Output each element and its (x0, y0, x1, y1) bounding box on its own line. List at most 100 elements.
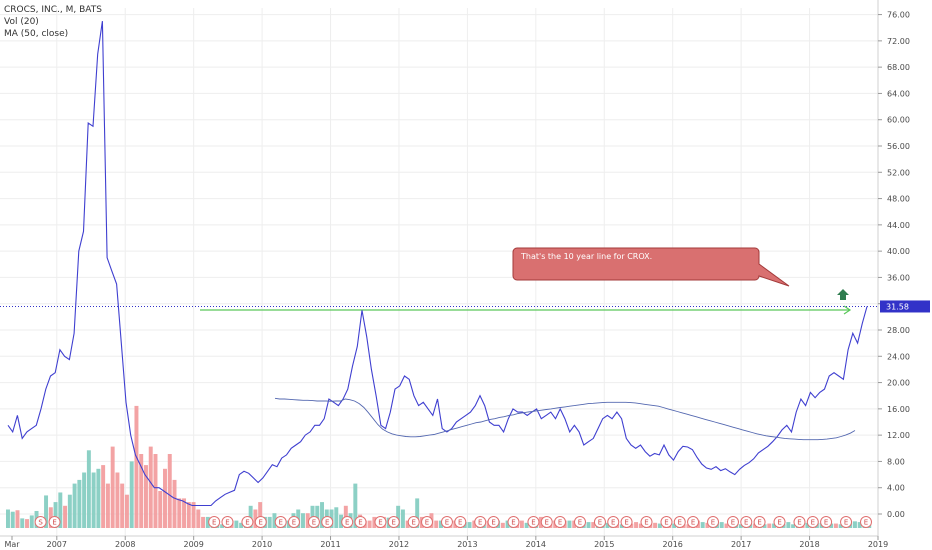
legend-symbol[interactable]: CROCS, INC., M, BATS (4, 5, 102, 15)
annotation-callout[interactable]: That's the 10 year line for CROX. (512, 247, 790, 287)
marker-label: E (844, 519, 848, 527)
earnings-marker[interactable]: E (527, 516, 540, 528)
volume-bar (77, 479, 82, 528)
earnings-marker[interactable]: E (307, 516, 320, 528)
volume-bar (686, 524, 691, 528)
earnings-marker[interactable]: E (707, 516, 720, 528)
y-tick-label: 76.00 (887, 11, 910, 20)
earnings-marker[interactable]: E (740, 516, 753, 528)
earnings-marker[interactable]: E (840, 516, 853, 528)
marker-label: E (691, 519, 695, 527)
earnings-marker[interactable]: E (421, 516, 434, 528)
marker-label: E (358, 519, 362, 527)
x-tick-label: 2008 (115, 540, 135, 549)
volume-bar (852, 521, 857, 528)
volume-bar (101, 465, 106, 528)
y-tick-label: 20.00 (887, 379, 910, 388)
earnings-marker[interactable]: E (806, 516, 819, 528)
volume-bar (148, 446, 153, 528)
earnings-marker[interactable]: E (440, 516, 453, 528)
volume-bar (372, 516, 377, 528)
volume-bar (339, 514, 344, 528)
earnings-marker[interactable]: E (593, 516, 606, 528)
marker-label: E (777, 519, 781, 527)
earnings-marker[interactable]: E (573, 516, 586, 528)
marker-label: E (511, 519, 515, 527)
marker-label: E (757, 519, 761, 527)
earnings-marker[interactable]: E (554, 516, 567, 528)
x-tick-label: 2011 (320, 540, 340, 549)
volume-bar (158, 491, 163, 528)
earnings-marker[interactable]: E (773, 516, 786, 528)
marker-label: E (325, 519, 329, 527)
marker-label: E (558, 519, 562, 527)
marker-label: E (312, 519, 316, 527)
earnings-marker[interactable]: E (860, 516, 872, 528)
earnings-marker[interactable]: E (208, 516, 221, 528)
volume-bar (434, 520, 439, 528)
volume-bar (191, 502, 196, 528)
earnings-marker[interactable]: E (454, 516, 467, 528)
chart-grid (0, 8, 879, 536)
earnings-marker[interactable]: E (48, 516, 61, 528)
volume-bar (82, 472, 87, 528)
marker-label: E (624, 519, 628, 527)
volume-bar (567, 520, 572, 528)
earnings-marker[interactable]: E (487, 516, 500, 528)
earnings-marker[interactable]: E (274, 516, 287, 528)
marker-label: E (259, 519, 263, 527)
volume-bar (605, 522, 610, 528)
volume-bar (829, 523, 834, 528)
earnings-marker[interactable]: E (660, 516, 673, 528)
volume-bar (619, 524, 624, 528)
earnings-marker[interactable]: E (640, 516, 653, 528)
x-tick-label: Mar (4, 540, 20, 549)
marker-label: E (425, 519, 429, 527)
volume-bar (415, 498, 420, 528)
volume-bar (315, 505, 320, 528)
earnings-marker[interactable]: E (793, 516, 806, 528)
y-tick-label: 68.00 (887, 63, 910, 72)
earnings-marker[interactable]: E (507, 516, 520, 528)
legend-ma[interactable]: MA (50, close) (4, 29, 69, 39)
volume-bar (153, 454, 158, 528)
earnings-marker[interactable]: E (341, 516, 354, 528)
earnings-marker[interactable]: E (287, 516, 300, 528)
volume-bar (439, 520, 443, 528)
volume-bar (86, 450, 91, 528)
axes: 0.004.008.0012.0016.0020.0024.0028.0032.… (0, 0, 910, 549)
earnings-marker[interactable]: E (474, 516, 487, 528)
earnings-marker[interactable]: E (540, 516, 553, 528)
earnings-marker[interactable]: E (820, 516, 833, 528)
volume-bar (96, 468, 101, 528)
earnings-marker[interactable]: E (241, 516, 254, 528)
marker-label: E (644, 519, 648, 527)
legend-volume[interactable]: Vol (20) (4, 17, 39, 27)
volume-bar (177, 498, 182, 528)
y-tick-label: 16.00 (887, 405, 910, 414)
earnings-marker[interactable]: E (254, 516, 267, 528)
marker-label: E (797, 519, 801, 527)
volume-bar (467, 522, 472, 528)
earnings-marker[interactable]: E (687, 516, 700, 528)
earnings-marker[interactable]: E (374, 516, 387, 528)
earnings-marker[interactable]: E (753, 516, 766, 528)
y-tick-label: 72.00 (887, 37, 910, 46)
earnings-marker[interactable]: E (321, 516, 334, 528)
volume-bar (519, 520, 524, 528)
earnings-marker[interactable]: E (726, 516, 739, 528)
earnings-marker[interactable]: E (221, 516, 234, 528)
y-tick-label: 60.00 (887, 116, 910, 125)
earnings-marker[interactable]: E (607, 516, 620, 528)
earnings-marker[interactable]: E (354, 516, 367, 528)
volume-bar (657, 523, 662, 528)
earnings-marker[interactable]: E (387, 516, 400, 528)
earnings-marker[interactable]: E (407, 516, 420, 528)
marker-label: E (478, 519, 482, 527)
split-marker[interactable]: S (34, 516, 47, 528)
volume-bar (134, 405, 139, 528)
earnings-marker[interactable]: E (673, 516, 686, 528)
volume-bar (258, 502, 263, 528)
earnings-marker[interactable]: E (620, 516, 633, 528)
